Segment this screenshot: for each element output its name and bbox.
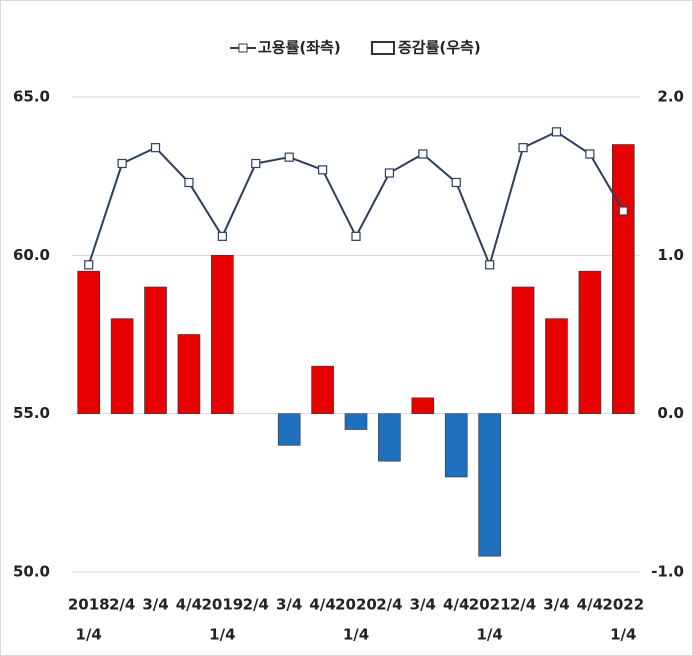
x-tick-label: 2020 bbox=[335, 596, 377, 614]
line-marker bbox=[618, 206, 628, 216]
legend-swatch bbox=[238, 43, 248, 53]
line-marker bbox=[384, 168, 395, 178]
bar bbox=[77, 270, 101, 414]
x-tick-label: 1/4 bbox=[76, 626, 102, 644]
x-tick-label: 1/4 bbox=[209, 626, 235, 644]
line-marker bbox=[150, 143, 161, 153]
x-tick-label: 3/4 bbox=[276, 596, 302, 614]
line-marker bbox=[451, 177, 461, 188]
line-marker bbox=[518, 143, 528, 153]
line-marker bbox=[351, 231, 361, 241]
bar bbox=[478, 413, 501, 557]
x-tick-label: 2018 bbox=[68, 596, 110, 614]
x-tick-label: 2022 bbox=[602, 596, 644, 614]
bar bbox=[344, 413, 368, 430]
y-tick-label: 50.0 bbox=[13, 563, 50, 581]
bar bbox=[578, 270, 602, 414]
x-tick-label: 2/4 bbox=[510, 596, 536, 614]
y2-tick-label: 1.0 bbox=[657, 246, 684, 264]
line-marker bbox=[284, 152, 294, 162]
legend-swatch bbox=[371, 41, 395, 55]
x-tick-label: 3/4 bbox=[543, 596, 569, 614]
bar bbox=[311, 365, 334, 414]
x-tick-label: 4/4 bbox=[443, 596, 469, 614]
line-marker bbox=[184, 177, 194, 188]
bar bbox=[177, 334, 201, 414]
legend-label: 고용률(좌측) bbox=[258, 39, 341, 57]
x-tick-label: 2/4 bbox=[109, 596, 135, 614]
bar bbox=[144, 286, 167, 414]
y2-tick-label: 2.0 bbox=[657, 88, 684, 106]
line-marker bbox=[551, 127, 562, 137]
bar bbox=[378, 413, 401, 462]
bar bbox=[110, 318, 134, 414]
bar bbox=[511, 286, 535, 414]
y2-tick-label: 0.0 bbox=[657, 404, 684, 422]
x-tick-label: 1/4 bbox=[343, 626, 369, 644]
x-tick-label: 3/4 bbox=[410, 596, 436, 614]
bar bbox=[411, 397, 435, 414]
x-tick-label: 1/4 bbox=[476, 626, 502, 644]
y-tick-label: 60.0 bbox=[13, 246, 50, 264]
line-marker bbox=[485, 260, 495, 270]
line-marker bbox=[317, 165, 328, 175]
x-tick-label: 1/4 bbox=[610, 626, 636, 644]
y2-tick-label: -1.0 bbox=[651, 563, 684, 581]
bar bbox=[545, 318, 568, 414]
y-tick-label: 55.0 bbox=[13, 404, 50, 422]
bar bbox=[444, 413, 468, 478]
x-tick-label: 2/4 bbox=[376, 596, 402, 614]
bar bbox=[277, 413, 301, 446]
x-tick-label: 2019 bbox=[201, 596, 243, 614]
y-tick-label: 65.0 bbox=[13, 88, 50, 106]
x-tick-label: 4/4 bbox=[176, 596, 202, 614]
line-marker bbox=[585, 149, 595, 159]
bar bbox=[611, 144, 635, 414]
x-tick-label: 2021 bbox=[469, 596, 511, 614]
x-tick-label: 4/4 bbox=[577, 596, 603, 614]
x-tick-label: 4/4 bbox=[309, 596, 335, 614]
line-marker bbox=[251, 158, 261, 169]
line-marker bbox=[117, 158, 127, 169]
legend-label: 증감률(우측) bbox=[398, 39, 481, 57]
bar bbox=[211, 255, 234, 414]
x-tick-label: 2/4 bbox=[243, 596, 269, 614]
line-marker bbox=[418, 149, 428, 159]
line-marker bbox=[217, 231, 227, 241]
line-marker bbox=[84, 260, 94, 270]
x-tick-label: 3/4 bbox=[142, 596, 168, 614]
